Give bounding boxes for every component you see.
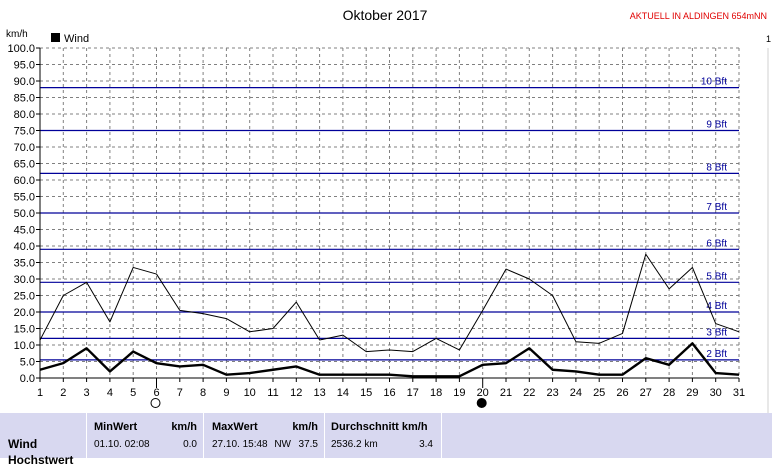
x-tick-label: 31 [733, 387, 745, 399]
min-header: MinWert [94, 421, 138, 433]
x-tick-label: 26 [616, 387, 628, 399]
x-tick-label: 7 [177, 387, 183, 399]
max-direction: NW [274, 439, 291, 450]
beaufort-label: 10 Bft [701, 77, 727, 88]
station-label: AKTUELL IN ALDINGEN 654mNN [630, 11, 767, 21]
avg-distance: 2536.2 km [331, 439, 378, 450]
y-tick-label: 40.0 [14, 241, 35, 253]
x-tick-label: 29 [686, 387, 698, 399]
y-tick-label: 25.0 [14, 291, 35, 303]
y-tick-label: 30.0 [14, 274, 35, 286]
x-tick-label: 28 [663, 387, 675, 399]
chart-title: Oktober 2017 [343, 7, 428, 23]
y-tick-label: 15.0 [14, 324, 35, 336]
x-tick-label: 27 [640, 387, 652, 399]
y-tick-label: 100.0 [7, 43, 35, 55]
min-value: 0.0 [183, 439, 197, 450]
y-tick-label: 10.0 [14, 340, 35, 352]
x-tick-label: 19 [453, 387, 465, 399]
x-tick-label: 4 [107, 387, 113, 399]
beaufort-label: 7 Bft [706, 202, 727, 213]
min-datetime: 01.10. 02:08 [94, 439, 150, 450]
beaufort-lines: 2 Bft 3 Bft 4 Bft 5 Bft 6 Bft 7 Bft 8 Bft 9 Bft… [40, 77, 739, 361]
stats-label-cell: Wind Hochstwert [0, 413, 87, 467]
x-tick-label: 5 [130, 387, 136, 399]
series-lines [39, 253, 740, 378]
avg-header: Durchschnitt km/h [331, 421, 428, 433]
y-tick-label: 55.0 [14, 192, 35, 204]
moon-phase-marks [150, 382, 487, 408]
max-datetime: 27.10. 15:48 [212, 439, 268, 450]
wind-series-line [39, 342, 740, 378]
y-tick-label: 85.0 [14, 93, 35, 105]
x-tick-label: 25 [593, 387, 605, 399]
beaufort-label: 5 Bft [706, 271, 727, 282]
stats-row-label-2: Hochstwert [8, 453, 74, 467]
x-tick-label: 2 [60, 387, 66, 399]
x-tick-label: 13 [313, 387, 325, 399]
stats-panel: Wind Hochstwert MinWert km/h 01.10. 02:0… [0, 413, 772, 467]
x-tick-label: 14 [337, 387, 349, 399]
y-tick-label: 45.0 [14, 225, 35, 237]
chart-axes: 100.095.090.085.080.075.070.065.060.055.… [7, 43, 745, 399]
x-tick-label: 17 [407, 387, 419, 399]
x-tick-label: 8 [200, 387, 206, 399]
y-unit-label: km/h [6, 29, 28, 40]
right-edge-tick: 1 [766, 34, 771, 44]
y-tick-label: 35.0 [14, 258, 35, 270]
x-tick-label: 1 [37, 387, 43, 399]
x-tick-label: 30 [710, 387, 722, 399]
wind-chart: 2 Bft 3 Bft 4 Bft 5 Bft 6 Bft 7 Bft 8 Bft 9 Bft… [6, 7, 771, 413]
max-unit: km/h [292, 421, 318, 433]
x-tick-label: 6 [153, 387, 159, 399]
x-tick-label: 12 [290, 387, 302, 399]
beaufort-label: 8 Bft [706, 162, 727, 173]
y-tick-label: 20.0 [14, 307, 35, 319]
x-tick-label: 21 [500, 387, 512, 399]
x-tick-label: 16 [383, 387, 395, 399]
max-value: 37.5 [298, 439, 318, 450]
x-tick-label: 18 [430, 387, 442, 399]
new-moon-icon [476, 398, 487, 408]
beaufort-label: 4 Bft [706, 301, 727, 312]
y-tick-label: 60.0 [14, 175, 35, 187]
stats-max-cell: MaxWert km/h 27.10. 15:48 NW 37.5 [204, 413, 325, 458]
stats-min-cell: MinWert km/h 01.10. 02:08 0.0 [87, 413, 204, 458]
x-tick-label: 11 [267, 387, 278, 399]
stats-avg-cell: Durchschnitt km/h 2536.2 km 3.4 [325, 413, 442, 458]
full-moon-icon [150, 398, 161, 408]
x-tick-label: 22 [523, 387, 535, 399]
x-tick-label: 23 [546, 387, 558, 399]
x-tick-label: 24 [570, 387, 582, 399]
y-tick-label: 90.0 [14, 76, 35, 88]
stats-row-label: Wind [8, 437, 38, 451]
y-tick-label: 5.0 [20, 357, 35, 369]
x-tick-label: 15 [360, 387, 372, 399]
y-tick-label: 95.0 [14, 60, 35, 72]
y-tick-label: 80.0 [14, 109, 35, 121]
y-tick-label: 0.0 [20, 373, 35, 385]
x-tick-label: 3 [84, 387, 90, 399]
beaufort-label: 9 Bft [706, 120, 727, 131]
beaufort-label: 3 Bft [706, 327, 727, 338]
max-header: MaxWert [212, 421, 258, 433]
legend-label: Wind [64, 33, 89, 45]
beaufort-label: 6 Bft [706, 238, 727, 249]
y-tick-label: 75.0 [14, 126, 35, 138]
y-tick-label: 70.0 [14, 142, 35, 154]
gust-series-line [39, 253, 740, 353]
x-tick-label: 9 [223, 387, 229, 399]
y-tick-label: 65.0 [14, 159, 35, 171]
beaufort-label: 2 Bft [706, 349, 727, 360]
avg-value: 3.4 [419, 439, 433, 450]
min-unit: km/h [171, 421, 197, 433]
x-tick-label: 20 [477, 387, 489, 399]
y-tick-label: 50.0 [14, 208, 35, 220]
x-tick-label: 10 [244, 387, 256, 399]
legend-swatch [51, 33, 60, 42]
